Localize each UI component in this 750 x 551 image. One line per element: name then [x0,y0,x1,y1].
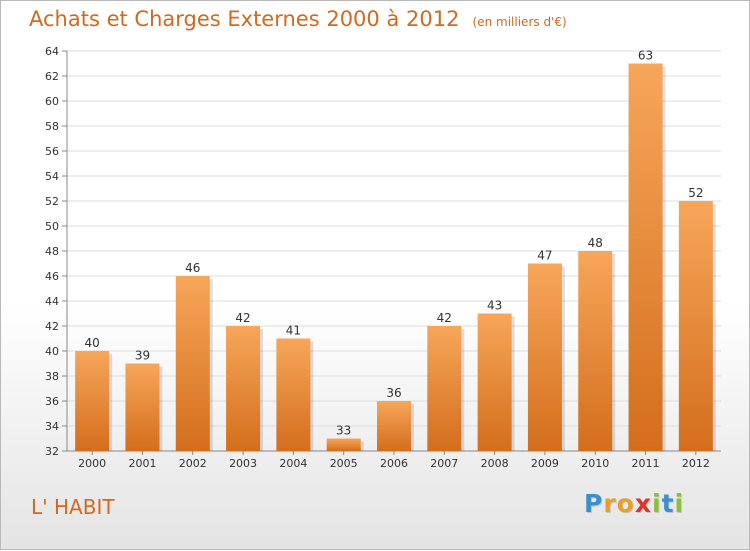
x-tick-label: 2002 [179,457,207,470]
bar [628,63,663,451]
bar [226,326,261,451]
y-tick-label: 32 [45,445,59,458]
data-label: 43 [487,299,502,313]
bar [477,313,512,451]
x-tick-label: 2010 [581,457,609,470]
x-tick-label: 2008 [481,457,509,470]
data-label: 40 [85,336,100,350]
y-tick-label: 40 [45,345,59,358]
y-tick-label: 52 [45,195,59,208]
y-tick-label: 60 [45,95,59,108]
y-tick-label: 36 [45,395,59,408]
x-tick-label: 2005 [330,457,358,470]
y-tick-label: 46 [45,270,59,283]
bar [125,363,160,451]
y-tick-label: 62 [45,70,59,83]
data-label: 41 [286,324,301,338]
bar [578,251,613,451]
y-tick-label: 50 [45,220,59,233]
data-label: 52 [688,186,703,200]
y-tick-label: 44 [45,295,59,308]
x-tick-label: 2011 [632,457,660,470]
x-tick-label: 2000 [78,457,106,470]
x-tick-label: 2006 [380,457,408,470]
data-label: 42 [235,311,250,325]
data-label: 48 [588,236,603,250]
data-label: 42 [437,311,452,325]
chart-subtitle: (en milliers d'€) [472,15,567,29]
bar [678,201,713,451]
y-tick-label: 58 [45,120,59,133]
x-tick-label: 2009 [531,457,559,470]
bar [75,351,110,451]
bar [427,326,462,451]
bar [326,438,361,451]
x-tick-label: 2001 [128,457,156,470]
chart-title: Achats et Charges Externes 2000 à 2012 [29,7,460,31]
bar [527,263,562,451]
bar [377,401,411,451]
y-tick-label: 48 [45,245,59,258]
x-tick-label: 2004 [279,457,307,470]
y-tick-label: 34 [45,420,59,433]
data-label: 47 [537,249,552,263]
y-tick-label: 56 [45,145,59,158]
data-label: 63 [638,49,653,63]
y-tick-label: 42 [45,320,59,333]
data-label: 46 [185,261,200,275]
data-label: 39 [135,349,150,363]
x-tick-label: 2003 [229,457,257,470]
commune-name: L' HABIT [31,495,115,519]
bar [276,338,311,451]
proxiti-logo: Proxiti [584,489,685,518]
data-label: 36 [386,386,401,400]
y-tick-label: 54 [45,170,59,183]
bar [175,276,210,451]
data-label: 33 [336,424,351,438]
y-tick-label: 64 [45,45,59,58]
x-tick-label: 2012 [682,457,710,470]
y-tick-label: 38 [45,370,59,383]
x-tick-label: 2007 [430,457,458,470]
chart-title-block: Achats et Charges Externes 2000 à 2012 (… [29,7,567,31]
